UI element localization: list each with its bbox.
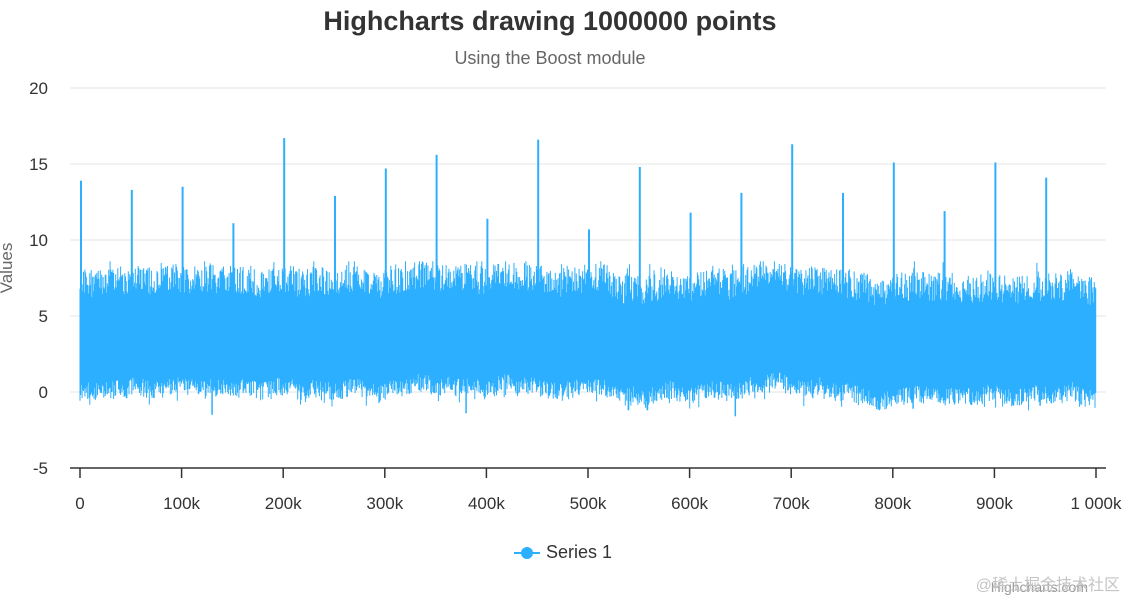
legend: Series 1: [0, 542, 1126, 563]
y-tick-label: 15: [29, 155, 48, 174]
x-tick-label: 400k: [468, 494, 505, 513]
x-tick-label: 200k: [265, 494, 302, 513]
x-tick-label: 0: [75, 494, 84, 513]
chart-title: Highcharts drawing 1000000 points: [323, 6, 777, 36]
x-tick-label: 800k: [874, 494, 911, 513]
legend-item-series-1[interactable]: Series 1: [513, 542, 613, 563]
x-tick-label: 1 000k: [1070, 494, 1122, 513]
series-1-band: [79, 261, 1097, 411]
y-tick-label: 20: [29, 79, 48, 98]
x-tick-label: 100k: [163, 494, 200, 513]
x-tick-label: 300k: [366, 494, 403, 513]
y-tick-label: -5: [33, 459, 48, 478]
y-tick-label: 5: [39, 307, 48, 326]
x-tick-label: 700k: [773, 494, 810, 513]
credits-link[interactable]: Highcharts.com: [990, 579, 1088, 595]
x-tick-label: 600k: [671, 494, 708, 513]
legend-marker-icon: [513, 543, 540, 563]
x-tick-label: 900k: [976, 494, 1013, 513]
x-tick-label: 500k: [570, 494, 607, 513]
legend-label: Series 1: [545, 542, 613, 562]
watermark-text: @稀土掘金技术社区: [975, 577, 1120, 594]
series-1-line[interactable]: [79, 138, 1097, 417]
chart-subtitle: Using the Boost module: [454, 48, 646, 68]
y-tick-label: 0: [39, 383, 48, 402]
y-tick-label: 10: [29, 231, 48, 250]
y-axis-title: Values: [0, 243, 16, 294]
